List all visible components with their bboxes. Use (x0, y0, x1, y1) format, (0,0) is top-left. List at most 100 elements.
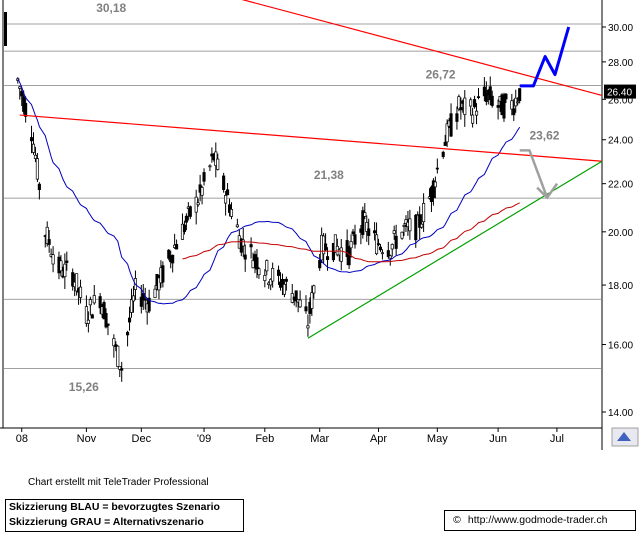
candle-body (263, 275, 267, 281)
candle-body (400, 231, 404, 239)
level-annotation: 30,18 (96, 1, 126, 15)
candle-body (90, 314, 94, 319)
candle-body (298, 299, 302, 308)
candle-body (33, 154, 37, 159)
candle-body (269, 279, 273, 286)
copyright-icon: © (453, 514, 461, 526)
candle-body (139, 296, 143, 307)
red-moving-average (182, 202, 520, 263)
candle-body (243, 254, 247, 260)
candle-body (276, 269, 281, 276)
candle-body (88, 299, 92, 306)
candle-body (435, 167, 439, 170)
price-chart: 14.00 16.00 18.00 20.00 22.00 24.00 26.00 28.00… (0, 0, 640, 450)
candle-body (408, 218, 412, 232)
y-tick-label: 22.00 (608, 180, 633, 191)
candle-body (129, 299, 134, 313)
candle-body (390, 244, 394, 250)
y-tick-label: 24.00 (608, 136, 633, 147)
candle-body (24, 103, 28, 117)
candle-body (284, 278, 288, 282)
candle-body (386, 250, 390, 257)
candle-body (118, 366, 122, 370)
candle-body (376, 243, 381, 245)
y-tick-label: 20.00 (608, 228, 633, 239)
candle-body (227, 204, 232, 213)
candle-body (310, 292, 314, 309)
x-tick-label: '09 (197, 433, 211, 445)
x-tick-label: Mar (310, 433, 329, 445)
candle-body (496, 105, 500, 108)
x-tick-label: Dec (132, 433, 152, 445)
candle-body (251, 259, 255, 269)
y-tick-label: 28.00 (608, 58, 633, 69)
candle-body (365, 222, 369, 232)
candle-body (45, 226, 49, 244)
candle-body (257, 268, 261, 276)
y-tick-label: 26.00 (608, 95, 633, 106)
candle-body (378, 246, 383, 251)
candle-body (196, 202, 200, 206)
candle-body (518, 88, 522, 102)
y-tick-label: 14.00 (608, 408, 633, 419)
chart-background (0, 0, 640, 450)
candle-body (488, 86, 492, 101)
long-term-descending-trendline (241, 0, 603, 96)
candle-body (455, 113, 459, 122)
candle-body (216, 158, 220, 170)
candle-body (161, 265, 165, 283)
first-candle-marker (4, 12, 7, 46)
level-annotation: 15,26 (69, 380, 99, 394)
candle-body (98, 296, 102, 309)
candle-body (304, 306, 308, 312)
candle-body (441, 151, 445, 157)
candle-body (29, 137, 34, 142)
candle-body (502, 98, 506, 119)
y-tick-label: 16.00 (608, 341, 633, 352)
x-tick-label: Apr (370, 433, 387, 445)
candle-body (104, 313, 108, 328)
candle-body (471, 114, 475, 124)
candle-body (127, 317, 132, 323)
candle-body (208, 165, 212, 168)
legend-blue: Skizzierung BLAU = bevorzugtes Szenario (9, 501, 220, 513)
x-tick-label: Jul (550, 433, 564, 445)
candle-body (473, 99, 477, 108)
candle-body (420, 223, 424, 228)
candle-body (153, 288, 157, 298)
candle-body (282, 283, 286, 295)
legend-grey: Skizzierung GRAU = Alternativszenario (9, 516, 204, 528)
candle-body (120, 368, 124, 371)
candle-body (92, 295, 96, 304)
last-price-label: 26.40 (607, 88, 632, 99)
candle-body (143, 298, 147, 301)
candle-body (249, 244, 253, 248)
candle-body (459, 107, 463, 111)
candle-body (226, 189, 230, 196)
candle-body (457, 96, 461, 110)
blue-scenario-path (519, 26, 571, 88)
candle-body (443, 141, 447, 146)
x-tick-label: Nov (77, 433, 97, 445)
candle-body (449, 113, 453, 137)
candle-body (175, 244, 179, 250)
candle-body (102, 302, 106, 320)
blue-moving-average (17, 78, 521, 305)
y-tick-label: 18.00 (608, 281, 633, 292)
candle-body (351, 231, 355, 235)
candle-body (224, 195, 228, 204)
candle-body (363, 212, 367, 217)
candle-body (445, 123, 449, 143)
candle-body (367, 228, 371, 236)
y-tick-label: 30.00 (608, 23, 633, 34)
candle-body (188, 206, 192, 217)
source-url[interactable]: © http://www.godmode-trader.ch (444, 510, 636, 531)
candle-body (474, 110, 479, 116)
candle-body (65, 260, 69, 263)
candle-body (59, 260, 63, 272)
x-tick-label: Jun (489, 433, 507, 445)
candle-body (422, 203, 426, 223)
candle-body (84, 306, 88, 324)
candle-body (392, 230, 396, 234)
candle-body (373, 230, 377, 234)
